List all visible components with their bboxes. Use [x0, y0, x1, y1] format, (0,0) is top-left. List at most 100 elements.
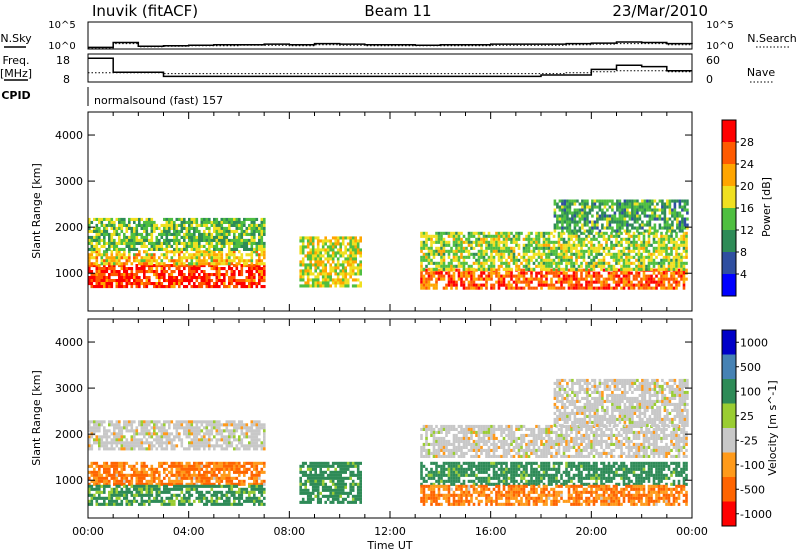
velocity-cell	[225, 447, 229, 451]
power-cell	[331, 269, 335, 273]
power-cell	[213, 247, 216, 251]
power-cell	[552, 271, 556, 275]
power-cell	[165, 247, 169, 251]
velocity-cell	[185, 461, 189, 465]
velocity-cell	[125, 473, 129, 477]
velocity-cell	[120, 487, 124, 491]
velocity-cell	[225, 426, 229, 430]
power-cell	[581, 226, 584, 230]
power-cell	[587, 252, 591, 256]
power-cell	[200, 282, 204, 286]
power-cell	[346, 281, 350, 285]
power-cell	[208, 241, 211, 245]
power-cell	[472, 280, 476, 284]
power-cell	[615, 280, 618, 284]
power-cell	[170, 264, 174, 268]
power-cell	[233, 250, 236, 254]
velocity-cell	[230, 464, 234, 468]
power-cell	[180, 250, 184, 254]
power-cell	[577, 280, 581, 284]
power-cell	[562, 237, 566, 241]
power-cell	[263, 279, 266, 283]
power-cell	[665, 271, 668, 275]
power-cell	[238, 282, 241, 286]
power-cell	[344, 272, 347, 276]
power-cell	[299, 263, 302, 267]
power-cell	[243, 232, 246, 236]
velocity-cell	[170, 502, 174, 506]
power-cell	[145, 217, 149, 221]
power-cell	[553, 202, 557, 206]
power-cell	[427, 274, 431, 278]
power-cell	[258, 256, 261, 260]
velocity-cell	[108, 435, 111, 439]
power-cell	[93, 235, 96, 239]
power-cell	[314, 278, 317, 282]
power-cell	[253, 217, 256, 221]
power-cell	[550, 268, 553, 272]
power-cell	[495, 274, 498, 278]
power-cell	[470, 277, 473, 281]
power-cell	[462, 280, 466, 284]
velocity-cell	[143, 499, 146, 503]
power-cell	[633, 205, 637, 209]
power-cell	[447, 255, 451, 259]
velocity-cell	[133, 484, 136, 488]
power-cell	[625, 283, 628, 287]
power-cell	[173, 232, 176, 236]
power-cell	[168, 232, 171, 236]
velocity-cell	[95, 426, 99, 430]
power-cell	[103, 267, 106, 271]
power-cell	[492, 234, 496, 238]
power-cell	[175, 279, 179, 283]
power-cell	[507, 231, 511, 235]
power-cell	[577, 264, 581, 268]
power-cell	[462, 240, 466, 244]
power-cell	[635, 274, 638, 278]
power-cell	[482, 258, 486, 262]
power-cell	[485, 243, 488, 247]
power-cell	[586, 223, 589, 227]
power-cell	[452, 231, 456, 235]
power-cell	[425, 268, 428, 272]
power-cell	[148, 267, 151, 271]
velocity-cell	[200, 484, 204, 488]
power-cell	[100, 262, 104, 266]
power-cell	[140, 217, 144, 221]
power-cell	[173, 241, 176, 245]
power-cell	[560, 243, 563, 247]
velocity-cell	[205, 426, 209, 430]
power-cell	[218, 253, 221, 257]
power-cell	[545, 246, 548, 250]
power-cell	[215, 259, 219, 263]
power-cell	[180, 276, 184, 280]
power-cell	[552, 283, 556, 287]
velocity-cell	[183, 473, 186, 477]
power-cell	[610, 255, 613, 259]
velocity-cell	[193, 464, 196, 468]
power-cell	[420, 274, 423, 278]
power-cell	[178, 223, 181, 227]
velocity-cell	[138, 423, 141, 427]
beam-title: Beam 11	[364, 2, 431, 20]
power-cell	[120, 253, 124, 257]
power-cell	[605, 280, 608, 284]
velocity-cell	[230, 435, 234, 439]
power-cell	[170, 238, 174, 242]
power-cell	[336, 257, 340, 261]
power-cell	[597, 252, 601, 256]
power-cell	[472, 271, 476, 275]
power-cell	[170, 244, 174, 248]
velocity-cell	[178, 499, 181, 503]
velocity-cell	[185, 499, 189, 503]
power-cell	[153, 241, 156, 245]
power-cell	[341, 239, 345, 243]
velocity-cell	[95, 464, 99, 468]
power-cell	[585, 243, 588, 247]
power-cell	[643, 211, 647, 215]
power-cell	[203, 256, 206, 260]
velocity-cell	[118, 447, 121, 451]
power-cell	[223, 226, 226, 230]
velocity-cell	[238, 435, 241, 439]
power-cell	[240, 223, 244, 227]
